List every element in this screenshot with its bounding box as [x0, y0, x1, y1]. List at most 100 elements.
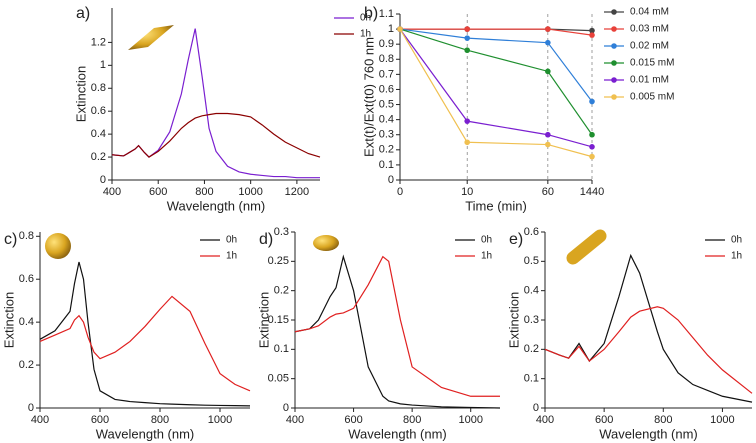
point — [545, 141, 551, 148]
y-tick-label: 0.1 — [379, 159, 394, 171]
x-tick-label: 1000 — [458, 414, 482, 426]
x-tick-label: 1200 — [285, 186, 309, 198]
series-line — [544, 306, 753, 394]
series-line — [39, 295, 251, 392]
legend-label: 0h — [731, 235, 742, 246]
x-axis-label: Wavelength (nm) — [167, 198, 266, 213]
y-tick-label: 0.6 — [91, 105, 106, 117]
y-tick-label: 0.1 — [524, 373, 539, 385]
y-tick-label: 0.3 — [274, 226, 289, 238]
x-tick-label: 400 — [31, 414, 49, 426]
y-tick-label: 0.05 — [268, 373, 289, 385]
point — [589, 32, 595, 38]
x-axis-label: Time (min) — [465, 198, 527, 213]
panel-label: b) — [364, 5, 378, 22]
bipyramid-icon — [128, 25, 174, 50]
y-axis-label: Extinction — [256, 292, 271, 348]
legend-label: 1h — [481, 251, 492, 262]
x-tick-label: 400 — [536, 414, 554, 426]
y-tick-label: 0.2 — [524, 343, 539, 355]
point — [397, 26, 403, 32]
y-tick-label: 0.3 — [524, 314, 539, 326]
point — [589, 98, 595, 105]
legend-label: 0h — [360, 13, 371, 24]
y-tick-label: 0.4 — [19, 316, 34, 328]
y-axis-label: Extinction — [1, 292, 16, 348]
y-tick-label: 0.8 — [379, 53, 394, 65]
x-tick-label: 10 — [461, 186, 473, 198]
x-tick-label: 1000 — [208, 414, 232, 426]
legend-marker — [611, 77, 617, 83]
point — [464, 47, 471, 54]
legend-label: 0.015 mM — [630, 58, 674, 69]
y-tick-label: 1.1 — [379, 8, 394, 20]
y-tick-label: 0 — [28, 402, 34, 414]
y-axis-label: Extinction — [73, 66, 88, 122]
legend-label: 0.03 mM — [630, 24, 669, 35]
x-tick-label: 800 — [403, 414, 421, 426]
series-line — [294, 254, 501, 409]
point — [589, 131, 595, 138]
point — [464, 118, 471, 124]
x-tick-label: 800 — [654, 414, 672, 426]
point — [589, 144, 595, 150]
y-tick-label: 0.9 — [379, 38, 394, 50]
y-tick-label: 0.4 — [91, 128, 106, 140]
legend-label: 1h — [360, 29, 371, 40]
point — [545, 26, 551, 32]
legend-marker — [611, 26, 617, 32]
legend-marker — [611, 9, 617, 15]
x-tick-label: 0 — [397, 186, 403, 198]
x-tick-label: 600 — [149, 186, 167, 198]
x-tick-label: 800 — [151, 414, 169, 426]
point — [464, 35, 471, 41]
point — [589, 153, 595, 160]
y-axis-label: Ext(t)/Ext(t0) 760 nm — [361, 37, 376, 157]
y-tick-label: 0.3 — [379, 129, 394, 141]
series-line — [399, 28, 593, 158]
point — [545, 39, 551, 46]
x-axis-label: Wavelength (nm) — [599, 426, 698, 441]
y-tick-label: 0.2 — [91, 151, 106, 163]
legend-label: 0.04 mM — [630, 7, 669, 18]
x-tick-label: 1440 — [580, 186, 604, 198]
y-tick-label: 0 — [388, 174, 394, 186]
series-line — [399, 28, 593, 102]
y-axis-label: Extinction — [506, 292, 521, 348]
point — [545, 131, 551, 138]
panel-label: c) — [4, 231, 17, 248]
y-tick-label: 0 — [100, 174, 106, 186]
ellipsoid-icon — [313, 235, 339, 251]
y-tick-label: 0.7 — [379, 68, 394, 80]
legend-label: 0.005 mM — [630, 92, 674, 103]
x-tick-label: 400 — [103, 186, 121, 198]
point — [464, 26, 471, 32]
y-tick-label: 0.8 — [19, 230, 34, 242]
y-tick-label: 1 — [388, 23, 394, 35]
series-line — [294, 255, 500, 397]
x-tick-label: 60 — [542, 186, 554, 198]
point — [589, 27, 595, 34]
x-tick-label: 1000 — [238, 186, 262, 198]
y-tick-label: 0.4 — [379, 114, 394, 126]
y-tick-label: 0 — [533, 402, 539, 414]
y-tick-label: 0.6 — [379, 83, 394, 95]
series-line — [39, 261, 251, 407]
y-tick-label: 0.6 — [524, 226, 539, 238]
legend-marker — [611, 43, 617, 49]
y-tick-label: 0.2 — [274, 285, 289, 297]
y-tick-label: 0.1 — [274, 343, 289, 355]
legend-label: 0h — [226, 235, 237, 246]
legend-label: 0h — [481, 235, 492, 246]
x-tick-label: 600 — [595, 414, 613, 426]
point — [545, 68, 551, 75]
legend-label: 0.01 mM — [630, 75, 669, 86]
legend-label: 0.02 mM — [630, 41, 669, 52]
x-tick-label: 1000 — [710, 414, 734, 426]
y-tick-label: 0.5 — [379, 98, 394, 110]
legend-label: 1h — [731, 251, 742, 262]
sphere-icon — [45, 233, 71, 259]
x-axis-label: Wavelength (nm) — [348, 426, 447, 441]
y-tick-label: 0.25 — [268, 255, 289, 267]
